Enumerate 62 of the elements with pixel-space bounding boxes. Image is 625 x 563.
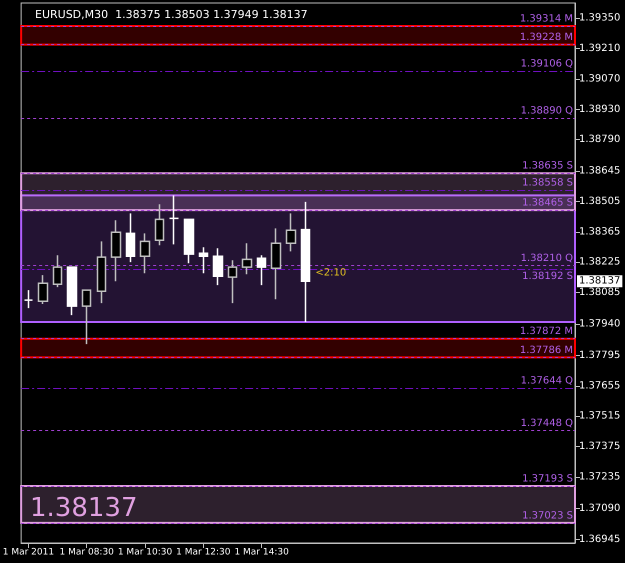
x-tick-label: 1 Mar 14:30 [234,548,290,558]
y-tick-label: 1.39210 [579,43,620,54]
y-tick-label: 1.37940 [579,318,620,330]
y-tick-label: 1.38225 [579,256,620,268]
y-tick-label: 1.38505 [579,196,620,207]
ref-line-label: 1.38192 S [522,270,573,282]
y-tick-label: 1.37235 [579,471,620,482]
candlestick [24,289,34,309]
y-tick-label: 1.36945 [579,534,620,546]
candlestick [184,218,194,264]
x-tick-label: 1 Mar 12:30 [176,548,231,558]
ref-line-label: 1.39228 M [520,32,573,44]
y-tick-label: 1.37515 [579,410,620,422]
candlestick [300,201,310,323]
ref-line-label: 1.38465 S [522,198,573,209]
candlestick [228,259,238,304]
candlestick [126,212,136,263]
y-tick-label: 1.37090 [579,502,620,514]
candlestick [242,242,252,276]
ref-line-label: 1.37786 M [520,344,573,356]
x-tick-label: 1 Mar 10:30 [118,548,172,558]
ref-line-label: 1.38210 Q [520,252,574,264]
annotation: 1.38137 [30,493,138,523]
y-tick-label: 1.37655 [579,380,620,392]
y-tick-label: 1.38645 [579,166,620,177]
candlestick [212,248,224,286]
candlestick [140,232,150,274]
ref-line-label: 1.38890 Q [520,105,574,116]
y-tick-label: 1.38085 [579,287,620,298]
candlestick [168,194,180,246]
candlestick [66,266,78,316]
y-tick-label: 1.37795 [579,350,620,361]
candlestick [110,220,122,282]
y-tick-label: 1.39350 [579,12,620,24]
candlestick [270,228,282,300]
ref-line-label: 1.39106 Q [520,58,574,70]
candlestick [154,204,164,246]
ref-line-label: 1.39314 M [520,13,573,24]
ref-line-label: 1.37193 S [522,473,573,484]
y-tick-label: 1.39070 [579,73,620,84]
text: 1.38137 [579,276,620,287]
candlestick [256,254,266,286]
ref-line-label: 1.37644 Q [520,376,574,387]
candlestick [286,212,296,252]
ref-line-label: 1.38635 S [522,160,573,172]
candlestick [38,274,48,305]
y-tick-label: 1.37375 [579,440,620,452]
y-tick-label: 1.38790 [579,134,620,146]
y-tick-label: 1.38930 [579,104,620,115]
x-tick-label: 1 Mar 08:30 [60,548,114,558]
candlestick [82,289,92,345]
candlestick [198,246,208,274]
ref-line-label: 1.38558 S [522,177,573,188]
candlestick [52,254,62,288]
x-tick-label: 1 Mar 2011 [2,548,54,558]
ref-line-label: 1.37023 S [522,510,573,522]
ref-line-label: 1.37448 Q [520,418,574,430]
candlestick [96,240,106,304]
text: EURUSD,M30 1.38375 1.38503 1.37949 1.38137 [35,8,308,21]
ref-line-label: 1.37872 M [520,326,573,338]
annotation: <2:10 [315,268,346,279]
y-tick-label: 1.38365 [579,226,620,238]
